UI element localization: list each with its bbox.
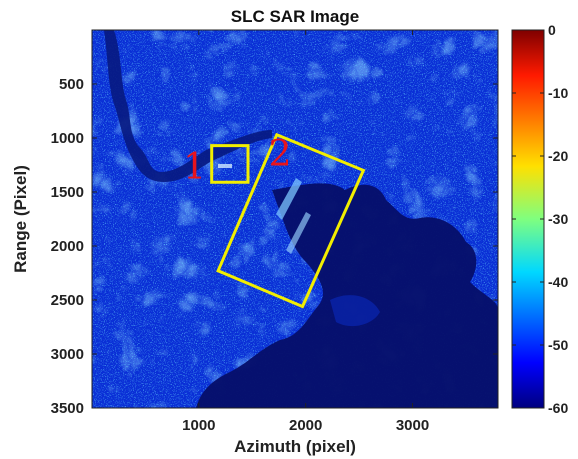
y-tick-label: 1500	[51, 184, 84, 201]
sar-image	[92, 30, 498, 408]
x-tick-label: 3000	[396, 417, 429, 434]
x-axis: 1000 2000 3000	[182, 30, 429, 434]
y-axis-label: Range (Pixel)	[11, 165, 30, 273]
annotation-box-1	[210, 144, 250, 184]
lake-island	[330, 295, 380, 327]
colorbar-tick-label: -10	[548, 85, 568, 101]
bright-structure	[286, 212, 311, 254]
x-tick-label: 1000	[182, 417, 215, 434]
colorbar	[512, 30, 544, 408]
annotation-label-2: 2	[269, 134, 292, 175]
y-tick-label: 3000	[51, 346, 84, 363]
y-tick-label: 500	[59, 76, 84, 93]
y-tick-label: 2500	[51, 292, 84, 309]
colorbar-tick-label: -60	[548, 400, 568, 416]
colorbar-ticks: 0 -10 -20 -30 -40 -50 -60	[512, 22, 568, 416]
bright-target	[218, 164, 232, 168]
chart-title: SLC SAR Image	[231, 7, 359, 26]
y-axis: 500 1000 1500 2000 2500 3000 3500	[51, 76, 498, 417]
colorbar-tick-label: -40	[548, 274, 568, 290]
y-tick-label: 3500	[51, 400, 84, 417]
colorbar-tick-label: 0	[548, 22, 556, 38]
colorbar-tick-label: -30	[548, 211, 568, 227]
plot-frame	[91, 29, 499, 409]
y-tick-label: 2000	[51, 238, 84, 255]
y-tick-label: 1000	[51, 130, 84, 147]
river-region	[104, 30, 272, 182]
annotation-label-1: 1	[183, 147, 206, 188]
bright-structure	[276, 178, 302, 220]
colorbar-tick-label: -20	[548, 148, 568, 164]
colorbar-tick-label: -50	[548, 337, 568, 353]
x-tick-label: 2000	[289, 417, 322, 434]
annotation-box-2	[216, 132, 366, 309]
x-axis-label: Azimuth (pixel)	[234, 437, 356, 456]
